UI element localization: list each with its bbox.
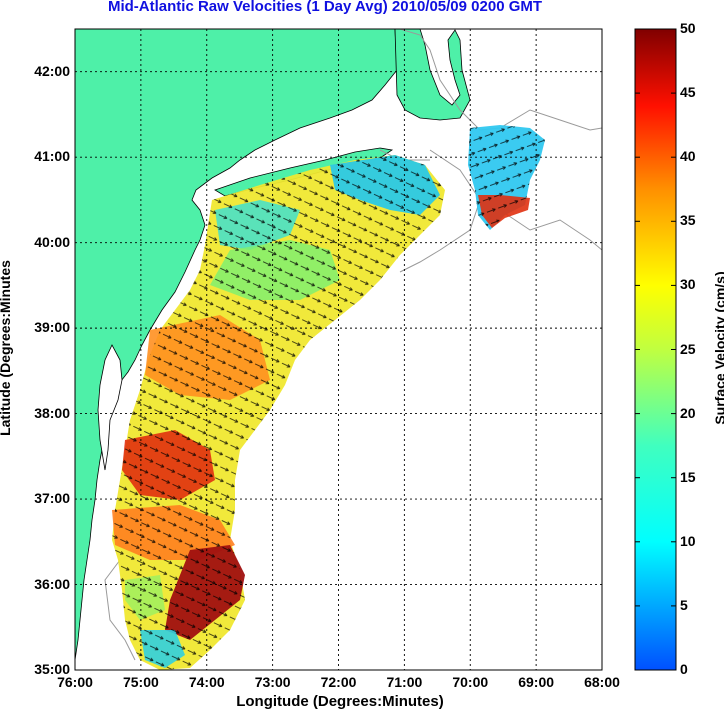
colorbar-tick-label: 45 — [680, 84, 696, 101]
colorbar-tick-label: 50 — [680, 20, 696, 36]
chesapeake-bay — [97, 344, 123, 471]
colorbar-tick-label: 5 — [680, 596, 688, 613]
y-tick-label: 40:00 — [34, 233, 70, 250]
x-axis-label: Longitude (Degrees:Minutes) — [236, 693, 444, 710]
x-tick-label: 68:00 — [584, 674, 620, 690]
y-tick-label: 39:00 — [34, 319, 70, 336]
y-tick-label: 42:00 — [34, 62, 70, 79]
y-tick-label: 35:00 — [34, 661, 70, 677]
colorbar-tick-label: 15 — [680, 468, 696, 485]
colorbar-tick-label: 25 — [680, 340, 696, 357]
x-tick-label: 70:00 — [452, 674, 489, 690]
x-tick-label: 73:00 — [254, 674, 291, 690]
velocity-arrows-east — [468, 125, 545, 230]
y-tick-label: 37:00 — [34, 490, 70, 507]
cape-cod — [394, 29, 471, 121]
colorbar-tick-label: 40 — [680, 148, 696, 165]
land-mass — [75, 29, 398, 661]
x-tick-label: 74:00 — [188, 674, 225, 690]
colorbar-tick-label: 0 — [680, 661, 688, 677]
colorbar-tick-label: 20 — [680, 404, 696, 421]
x-tick-label: 75:00 — [122, 674, 159, 690]
x-tick-label: 76:00 — [57, 674, 93, 690]
y-tick-label: 36:00 — [34, 575, 70, 592]
plot-frame — [74, 28, 603, 671]
velocity-arrows-main — [112, 155, 445, 670]
colorbar-tick-label: 30 — [680, 276, 696, 293]
grid-lines — [75, 29, 602, 670]
y-tick-label: 41:00 — [34, 148, 70, 165]
x-tick-label: 69:00 — [518, 674, 555, 690]
colorbar-tick-label: 10 — [680, 532, 696, 549]
x-tick-label: 71:00 — [386, 674, 423, 690]
colorbar-tick-label: 35 — [680, 212, 696, 229]
map-title: Mid-Atlantic Raw Velocities (1 Day Avg) … — [107, 0, 543, 15]
y-tick-label: 38:00 — [34, 404, 70, 421]
colorbar — [634, 28, 677, 671]
x-tick-label: 72:00 — [320, 674, 357, 690]
